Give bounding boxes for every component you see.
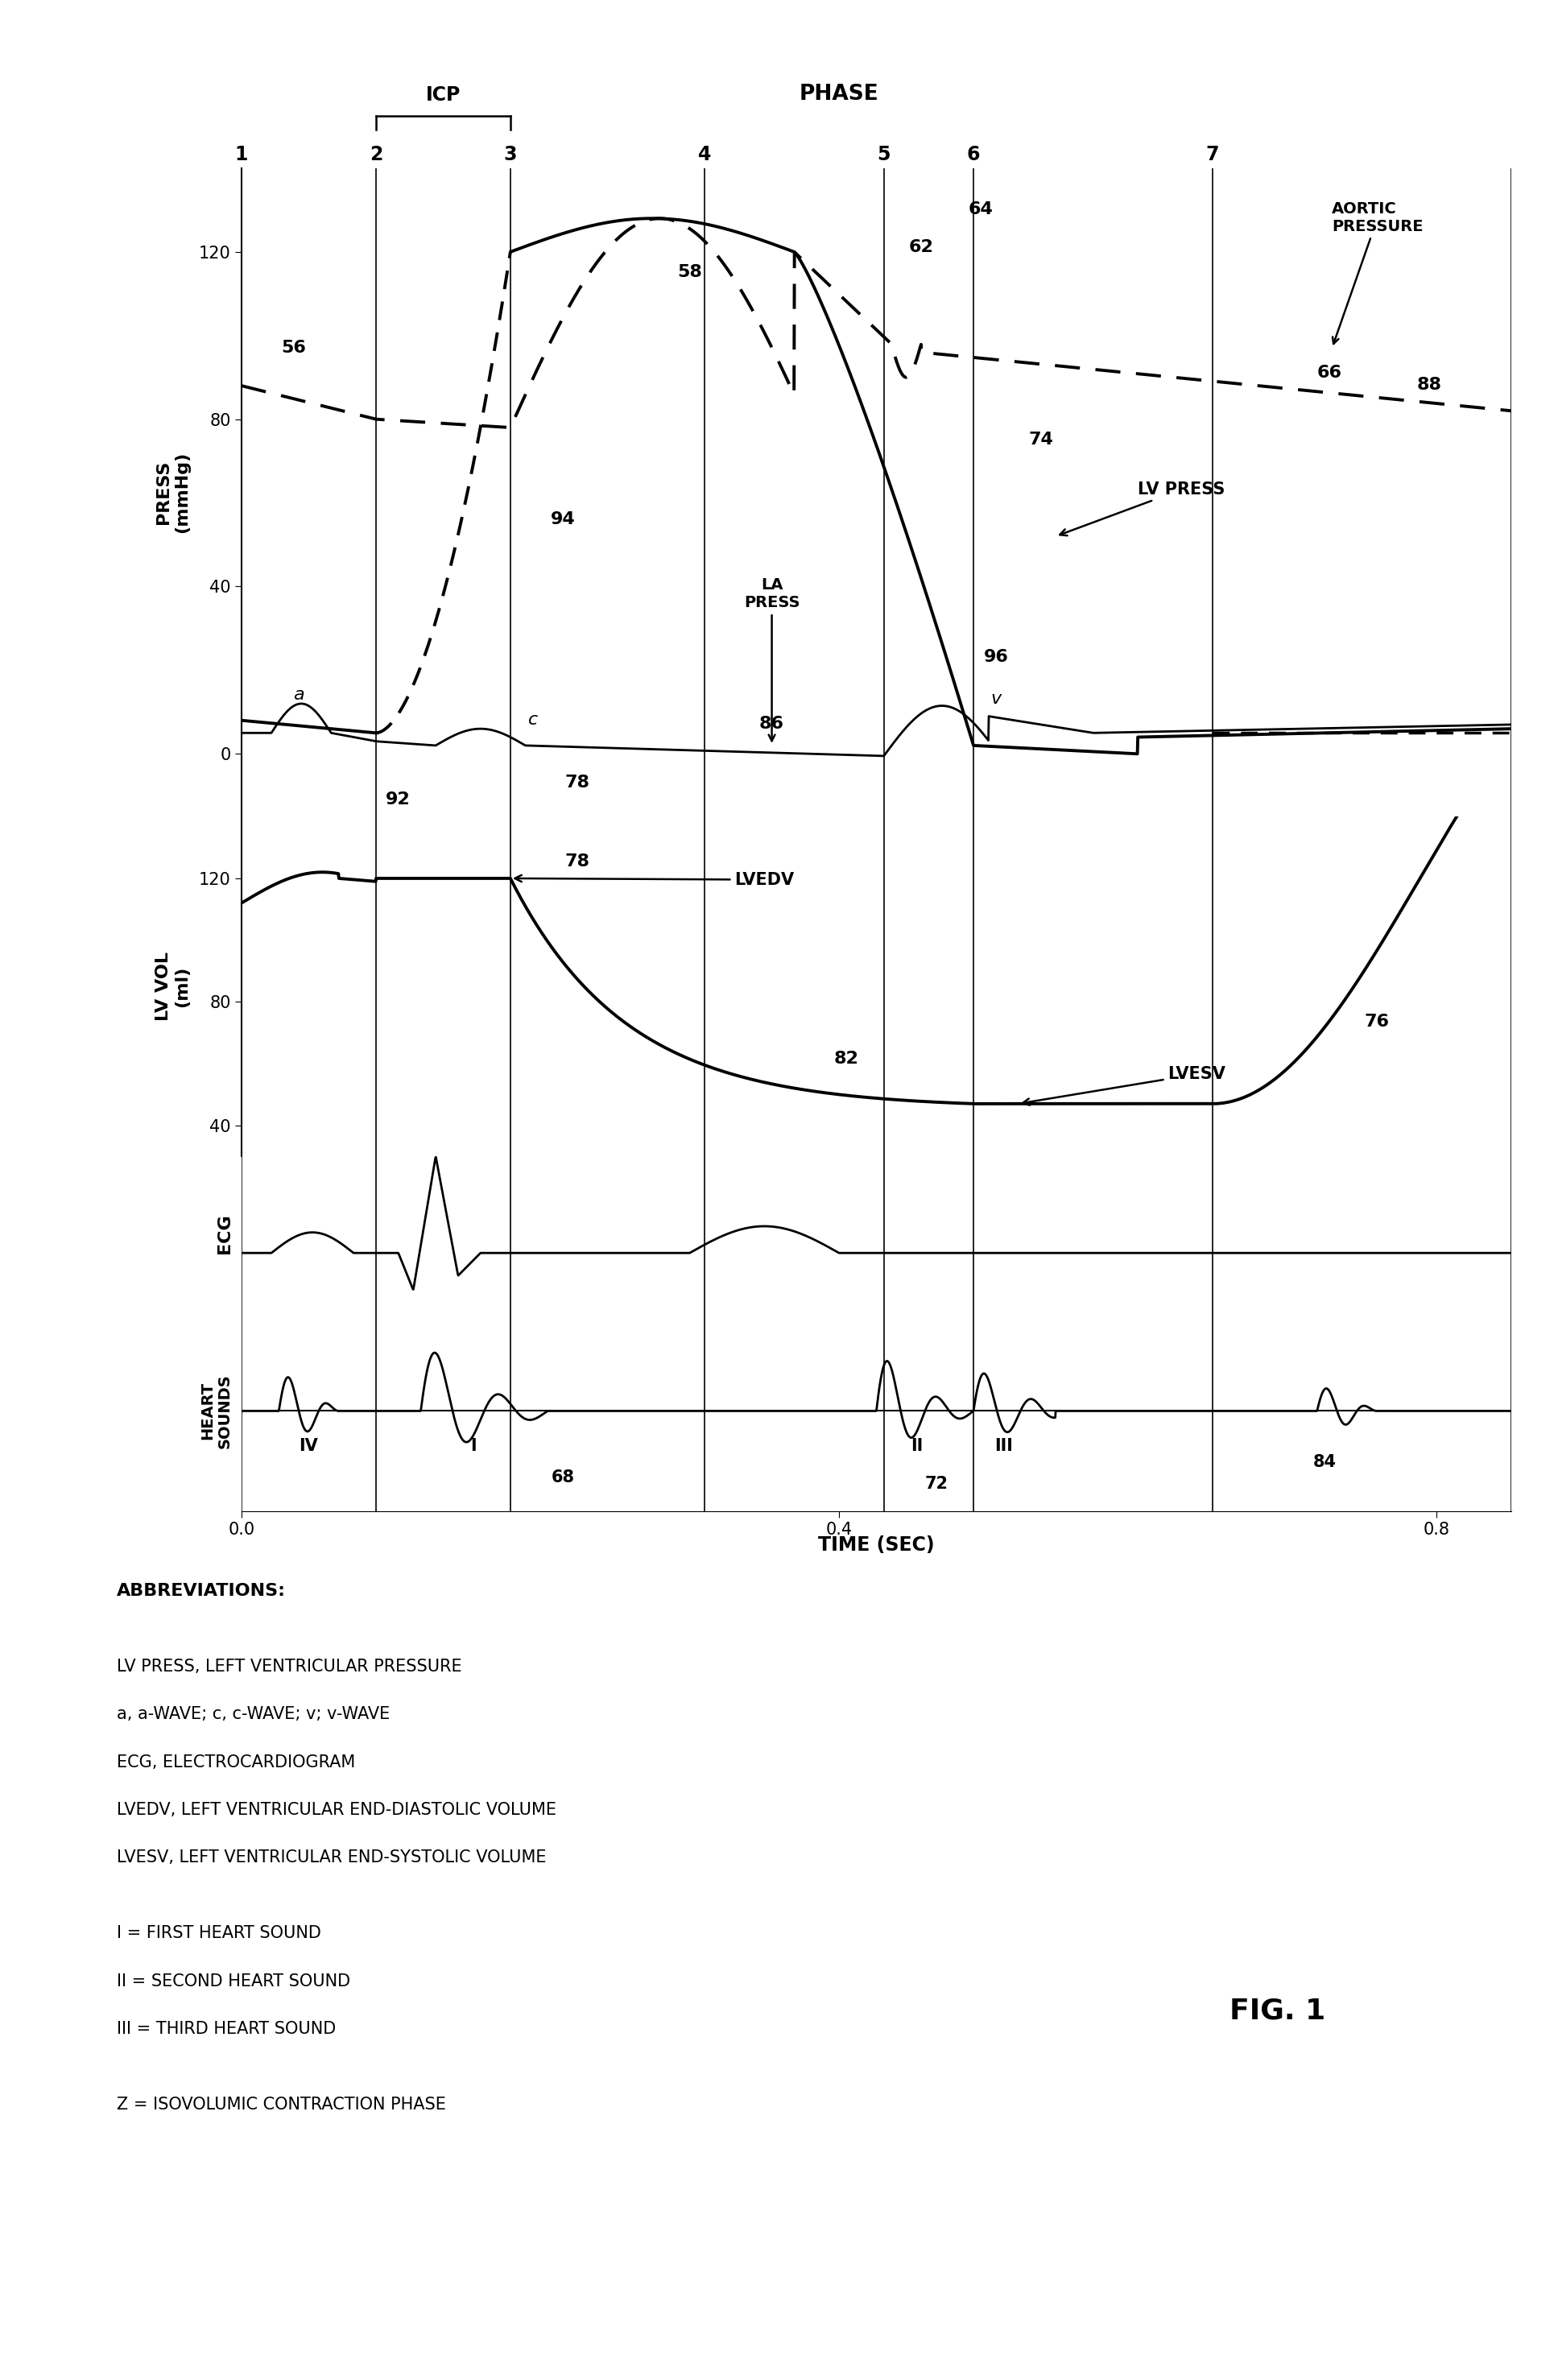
Text: ECG, ELECTROCARDIOGRAM: ECG, ELECTROCARDIOGRAM [117,1754,355,1771]
Text: ABBREVIATIONS:: ABBREVIATIONS: [117,1583,287,1599]
Text: II = SECOND HEART SOUND: II = SECOND HEART SOUND [117,1973,351,1990]
Text: PHASE: PHASE [799,83,879,105]
Text: III = THIRD HEART SOUND: III = THIRD HEART SOUND [117,2021,337,2037]
Text: LA
PRESS: LA PRESS [743,578,799,740]
Text: a, a-WAVE; c, c-WAVE; v; v-WAVE: a, a-WAVE; c, c-WAVE; v; v-WAVE [117,1706,390,1723]
Text: IV: IV [299,1438,318,1454]
Text: 84: 84 [1313,1454,1337,1471]
Text: 78: 78 [566,774,590,790]
Text: 62: 62 [908,238,933,255]
Text: a: a [293,685,304,702]
Text: 64: 64 [969,202,994,217]
Text: 3: 3 [503,145,517,164]
Text: 88: 88 [1416,376,1441,393]
Text: LVESV, LEFT VENTRICULAR END-SYSTOLIC VOLUME: LVESV, LEFT VENTRICULAR END-SYSTOLIC VOL… [117,1849,547,1866]
Text: 58: 58 [678,264,703,281]
Text: Z = ISOVOLUMIC CONTRACTION PHASE: Z = ISOVOLUMIC CONTRACTION PHASE [117,2097,446,2113]
Y-axis label: PRESS
(mmHg): PRESS (mmHg) [156,452,190,533]
Y-axis label: ECG: ECG [217,1214,232,1254]
Text: c: c [528,712,538,728]
Text: 96: 96 [983,650,1008,664]
Text: II: II [910,1438,922,1454]
Text: TIME (SEC): TIME (SEC) [818,1535,935,1554]
Y-axis label: LV VOL
(ml): LV VOL (ml) [156,952,190,1021]
Text: AORTIC
PRESSURE: AORTIC PRESSURE [1332,202,1424,343]
Y-axis label: HEART
SOUNDS: HEART SOUNDS [199,1373,232,1449]
Text: I: I [471,1438,477,1454]
Text: 66: 66 [1317,364,1341,381]
Text: 1: 1 [235,145,248,164]
Text: 7: 7 [1206,145,1218,164]
Text: III: III [994,1438,1013,1454]
Text: 2: 2 [369,145,383,164]
Text: I = FIRST HEART SOUND: I = FIRST HEART SOUND [117,1925,321,1942]
Text: 94: 94 [550,512,575,526]
Text: 5: 5 [877,145,891,164]
Text: 56: 56 [282,340,307,355]
Text: 82: 82 [834,1050,858,1066]
Text: 92: 92 [386,790,411,807]
Text: v: v [991,690,1002,707]
Text: 74: 74 [1028,431,1053,447]
Text: 6: 6 [968,145,980,164]
Text: 78: 78 [566,852,590,869]
Text: LV PRESS, LEFT VENTRICULAR PRESSURE: LV PRESS, LEFT VENTRICULAR PRESSURE [117,1659,463,1676]
Text: 68: 68 [552,1468,575,1485]
Text: LV PRESS: LV PRESS [1059,481,1225,536]
Text: ICP: ICP [425,86,461,105]
Text: LVESV: LVESV [1022,1066,1226,1104]
Text: 86: 86 [759,716,784,733]
Text: LVEDV: LVEDV [514,871,795,888]
Text: 76: 76 [1365,1014,1390,1031]
Text: LVEDV, LEFT VENTRICULAR END-DIASTOLIC VOLUME: LVEDV, LEFT VENTRICULAR END-DIASTOLIC VO… [117,1802,556,1818]
Text: 72: 72 [924,1476,947,1492]
Text: 4: 4 [698,145,710,164]
Text: FIG. 1: FIG. 1 [1229,1997,1326,2025]
